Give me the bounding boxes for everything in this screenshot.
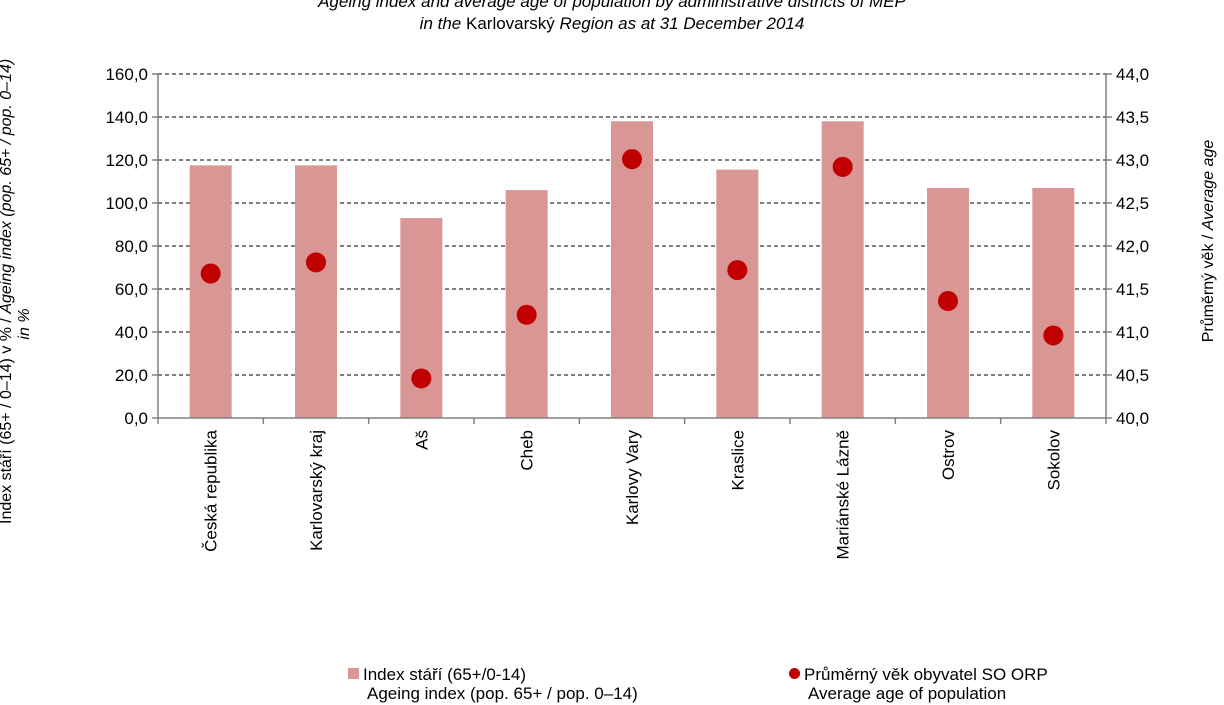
x-tick-label: Cheb	[518, 430, 537, 471]
legend-swatch-dot	[789, 668, 800, 679]
x-tick-label: Kraslice	[728, 430, 747, 490]
y-right-tick-label: 40,5	[1116, 366, 1149, 385]
y-left-axis-title: Index stáří (65+ / 0–14) v % / Ageing in…	[0, 124, 34, 524]
y-right-title-czech: Průměrný věk /	[1200, 235, 1217, 343]
y-left-tick-label: 160,0	[105, 65, 148, 84]
legend-item-ageing-index: Index stáří (65+/0-14) Ageing index (pop…	[348, 665, 638, 703]
x-tick-label: Karlovy Vary	[623, 430, 642, 526]
x-tick-label: Ostrov	[939, 430, 958, 481]
data-point	[1043, 325, 1063, 345]
y-right-tick-label: 42,5	[1116, 194, 1149, 213]
bar	[1032, 188, 1074, 418]
y-right-tick-label: 40,0	[1116, 409, 1149, 428]
y-right-title-english: Average age	[1200, 140, 1217, 230]
data-point	[622, 149, 642, 169]
legend-bar-english: Ageing index (pop. 65+ / pop. 0–14)	[348, 684, 638, 703]
x-tick-label: Mariánské Lázně	[834, 430, 853, 559]
y-left-tick-label: 60,0	[115, 280, 148, 299]
y-right-axis-title: Průměrný věk / Average age	[1200, 111, 1218, 371]
y-right-tick-label: 44,0	[1116, 65, 1149, 84]
x-tick-label: Sokolov	[1044, 430, 1063, 491]
data-point	[727, 260, 747, 280]
y-left-title-english: Ageing index (pop. 65+ / pop. 0–14)	[0, 59, 15, 314]
bar	[295, 165, 337, 418]
chart-plot: 0,0 20,0 40,0 60,0 80,0 100,0 120,0 140,0 160,0 4…	[0, 0, 1224, 660]
legend-bar-czech: Index stáří (65+/0-14)	[363, 665, 526, 684]
y-left-tick-label: 0,0	[124, 409, 148, 428]
legend-dot-english: Average age of population	[789, 684, 1048, 703]
y-right-tick-label: 41,0	[1116, 323, 1149, 342]
y-right-tick-label: 43,0	[1116, 151, 1149, 170]
y-left-title-czech: Index stáří (65+ / 0–14) v % /	[0, 318, 15, 524]
data-point	[306, 252, 326, 272]
y-left-tick-label: 20,0	[115, 366, 148, 385]
bar	[716, 170, 758, 418]
y-left-title-unit: in %	[16, 308, 33, 339]
y-left-tick-label: 100,0	[105, 194, 148, 213]
y-left-tick-label: 80,0	[115, 237, 148, 256]
y-right-tick-label: 41,5	[1116, 280, 1149, 299]
y-left-tick-label: 140,0	[105, 108, 148, 127]
bar	[506, 190, 548, 418]
legend-swatch-bar	[348, 668, 359, 679]
x-tick-label: Česká republika	[202, 429, 221, 551]
x-tick-label: Karlovarský kraj	[307, 430, 326, 551]
y-left-tick-label: 120,0	[105, 151, 148, 170]
data-point	[517, 305, 537, 325]
x-tick-label: Aš	[412, 430, 431, 450]
legend-dot-czech: Průměrný věk obyvatel SO ORP	[804, 665, 1048, 684]
y-right-tick-label: 42,0	[1116, 237, 1149, 256]
data-point	[411, 368, 431, 388]
y-left-tick-label: 40,0	[115, 323, 148, 342]
data-point	[201, 264, 221, 284]
data-point	[833, 157, 853, 177]
data-point	[938, 291, 958, 311]
bar	[190, 165, 232, 418]
legend-item-average-age: Průměrný věk obyvatel SO ORP Average age…	[789, 665, 1048, 703]
y-right-tick-label: 43,5	[1116, 108, 1149, 127]
